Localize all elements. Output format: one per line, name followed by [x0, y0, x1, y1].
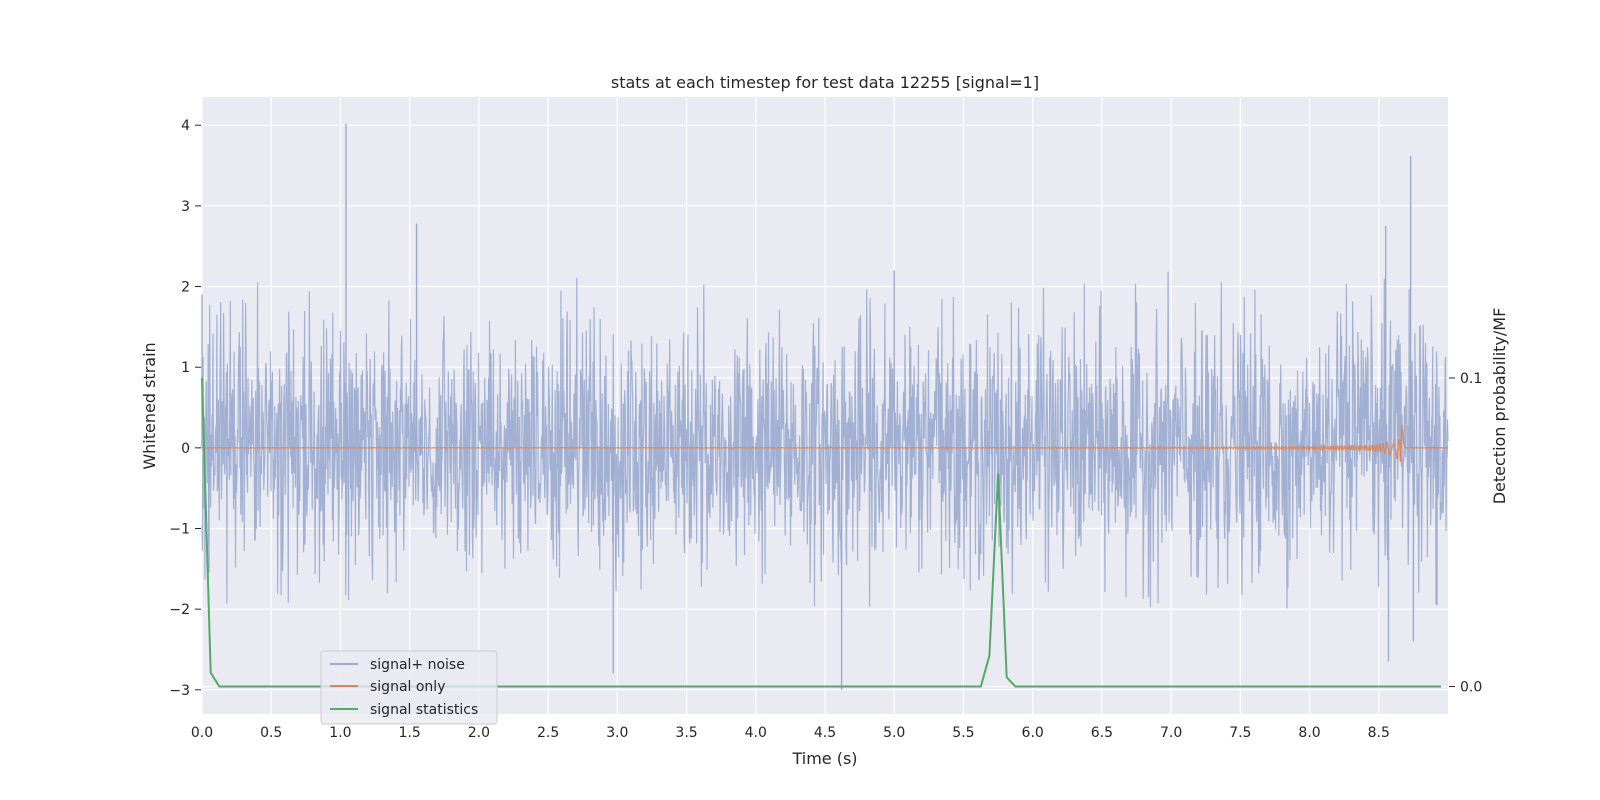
- x-tick-label: 1.0: [329, 725, 351, 741]
- x-tick-label: 8.0: [1298, 725, 1320, 741]
- legend-label-signal-only: signal only: [370, 679, 445, 695]
- chart-title: stats at each timestep for test data 122…: [611, 73, 1039, 92]
- y2-tick-label: 0.1: [1460, 371, 1482, 387]
- y-tick-label: 4: [181, 118, 190, 134]
- x-tick-label: 5.0: [883, 725, 905, 741]
- y2-axis-label: Detection probability/MF: [1490, 308, 1509, 505]
- legend-box: [320, 650, 498, 725]
- y-tick-label: 2: [181, 280, 190, 296]
- y-tick-label: −1: [169, 521, 190, 537]
- y-tick-label: 1: [181, 360, 190, 376]
- x-tick-label: 6.5: [1091, 725, 1113, 741]
- y-tick-label: 3: [181, 199, 190, 215]
- x-tick-label: 4.0: [745, 725, 767, 741]
- x-tick-label: 3.5: [675, 725, 697, 741]
- x-ticks: 0.0 0.5 1.0 1.5 2.0 2.5 3.0 3.5 4.0 4.5 5.0 5.5 6.0 6…: [191, 725, 1390, 741]
- x-tick-label: 7.5: [1229, 725, 1251, 741]
- series-signal-statistics-line: [201, 377, 1442, 688]
- legend: signal+ noise signal only signal statist…: [320, 650, 498, 725]
- x-tick-label: 0.5: [260, 725, 282, 741]
- y-tick-label: 0: [181, 441, 190, 457]
- y2-ticks: 0.0 0.1: [1449, 371, 1482, 696]
- legend-label-signal-statistics: signal statistics: [370, 702, 478, 718]
- series-signal-noise-line: [201, 271, 1449, 609]
- x-axis-label: Time (s): [791, 749, 857, 768]
- x-tick-label: 8.5: [1368, 725, 1390, 741]
- legend-label-signal-noise: signal+ noise: [370, 657, 465, 673]
- x-tick-label: 3.0: [606, 725, 628, 741]
- x-tick-label: 1.5: [399, 725, 421, 741]
- x-tick-label: 4.5: [814, 725, 836, 741]
- series-signal-only-line: [201, 424, 1448, 463]
- y-axis-label: Whitened strain: [140, 342, 159, 469]
- x-tick-label: 2.5: [537, 725, 559, 741]
- y-ticks: −3 −2 −1 0 1 2 3 4: [169, 118, 201, 699]
- y-tick-label: −2: [169, 602, 190, 618]
- series-layer: [201, 123, 1449, 690]
- y-tick-label: −3: [169, 683, 190, 699]
- x-tick-label: 0.0: [191, 725, 213, 741]
- x-tick-label: 6.0: [1022, 725, 1044, 741]
- y2-tick-label: 0.0: [1460, 680, 1482, 696]
- x-tick-label: 5.5: [952, 725, 974, 741]
- x-tick-label: 7.0: [1160, 725, 1182, 741]
- x-tick-label: 2.0: [468, 725, 490, 741]
